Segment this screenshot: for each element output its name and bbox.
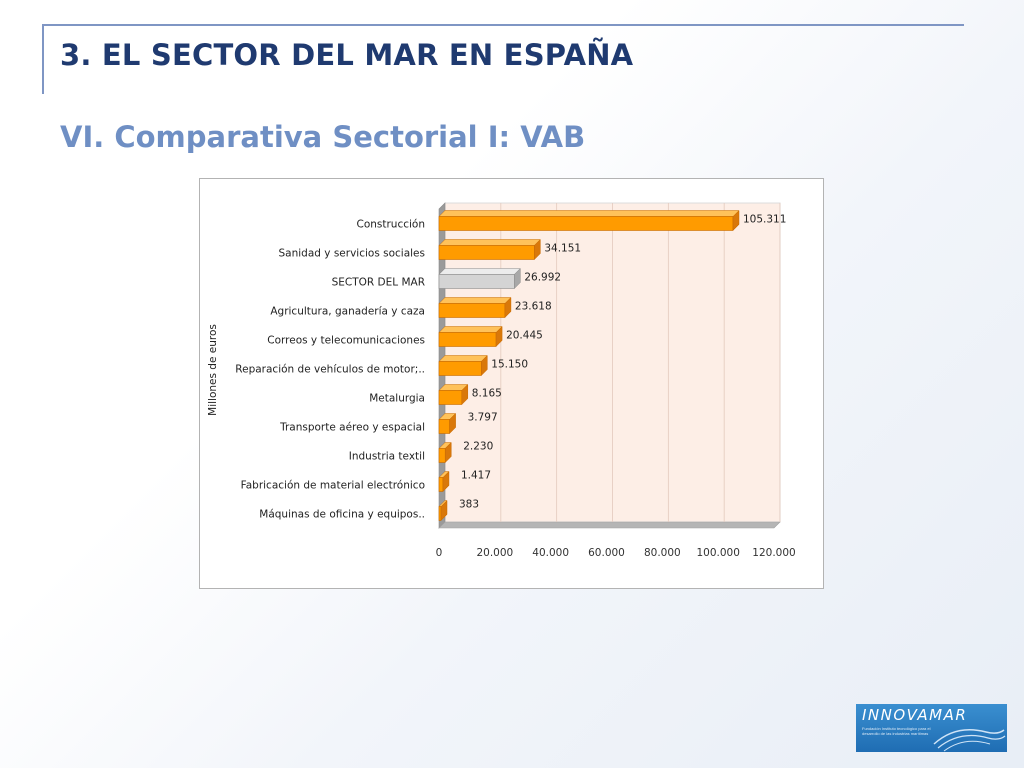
bar [438, 216, 734, 231]
bar-side-face [514, 267, 521, 290]
data-label: 20.445 [506, 330, 543, 342]
category-label: Metalurgia [369, 393, 425, 405]
chart-layer: 0 20.000 40.000 60.000 80.000 100.000 120.000 C… [207, 202, 796, 559]
x-tick-label: 20.000 [476, 547, 513, 559]
data-label: 26.992 [524, 272, 561, 284]
bar-side-face [534, 238, 541, 261]
bar-side-face [444, 441, 452, 464]
bar [438, 419, 450, 434]
title-top-rule [42, 24, 964, 26]
chart-frame: 0 20.000 40.000 60.000 80.000 100.000 120.000 C… [199, 178, 824, 589]
x-tick-label: 100.000 [696, 547, 739, 559]
wave-icon [933, 729, 1006, 752]
bar-side-face [495, 325, 503, 348]
data-label: 105.311 [743, 214, 786, 226]
x-tick-label: 40.000 [532, 547, 569, 559]
data-label: 34.151 [544, 243, 581, 255]
bar [438, 332, 497, 347]
category-label: Reparación de vehículos de motor;.. [235, 364, 425, 376]
bar [438, 361, 482, 376]
logo-text: INNOVAMAR [862, 706, 968, 724]
plot-floor [438, 521, 781, 529]
title-left-rule [42, 24, 44, 94]
category-label: Construcción [356, 219, 425, 231]
bar [438, 274, 515, 289]
data-label: 383 [459, 499, 479, 511]
category-label: Transporte aéreo y espacial [279, 422, 425, 434]
bar-side-face [732, 209, 740, 232]
innovamar-logo: INNOVAMAR Fundación Instituto tecnológic… [856, 704, 1007, 752]
bar [438, 448, 446, 463]
bar-top-face [438, 210, 740, 217]
bar-top-face [438, 326, 503, 333]
data-label: 2.230 [463, 441, 493, 453]
bar-top-face [438, 239, 541, 246]
bar-side-face [481, 354, 488, 377]
bar [438, 506, 442, 521]
bar-top-face [438, 268, 521, 275]
data-label: 1.417 [461, 470, 491, 482]
bar-side-face [461, 383, 469, 406]
page-title: 3. EL SECTOR DEL MAR EN ESPAÑA [60, 38, 634, 72]
y-axis-title: Millones de euros [207, 324, 219, 416]
category-label: Agricultura, ganadería y caza [270, 306, 425, 318]
bar-chart: 0 20.000 40.000 60.000 80.000 100.000 120.000 C… [207, 202, 796, 559]
bar [438, 245, 535, 260]
bar-top-face [438, 355, 488, 362]
bar-side-face [440, 499, 448, 522]
category-label: Industria textil [349, 451, 425, 463]
data-label: 15.150 [491, 359, 528, 371]
x-tick-label: 60.000 [588, 547, 625, 559]
category-label: Sanidad y servicios sociales [279, 248, 426, 260]
page-subtitle: VI. Comparativa Sectorial I: VAB [60, 120, 586, 154]
bar-side-face [442, 470, 450, 493]
logo-caption: Fundación Instituto tecnológico para el … [862, 726, 931, 736]
x-tick-label: 120.000 [752, 547, 795, 559]
x-tick-label: 80.000 [644, 547, 681, 559]
category-label: Máquinas de oficina y equipos.. [259, 509, 425, 521]
category-label: SECTOR DEL MAR [332, 277, 425, 289]
bar-side-face [504, 296, 512, 319]
bar-top-face [438, 297, 512, 304]
category-label: Fabricación de material electrónico [241, 480, 425, 492]
bar [438, 390, 463, 405]
category-label: Correos y telecomunicaciones [267, 335, 425, 347]
data-label: 8.165 [472, 388, 502, 400]
bar [438, 477, 444, 492]
x-tick-label: 0 [436, 547, 443, 559]
data-label: 3.797 [468, 412, 498, 424]
data-label: 23.618 [515, 301, 552, 313]
bar [438, 303, 506, 318]
bar-side-face [449, 412, 456, 435]
